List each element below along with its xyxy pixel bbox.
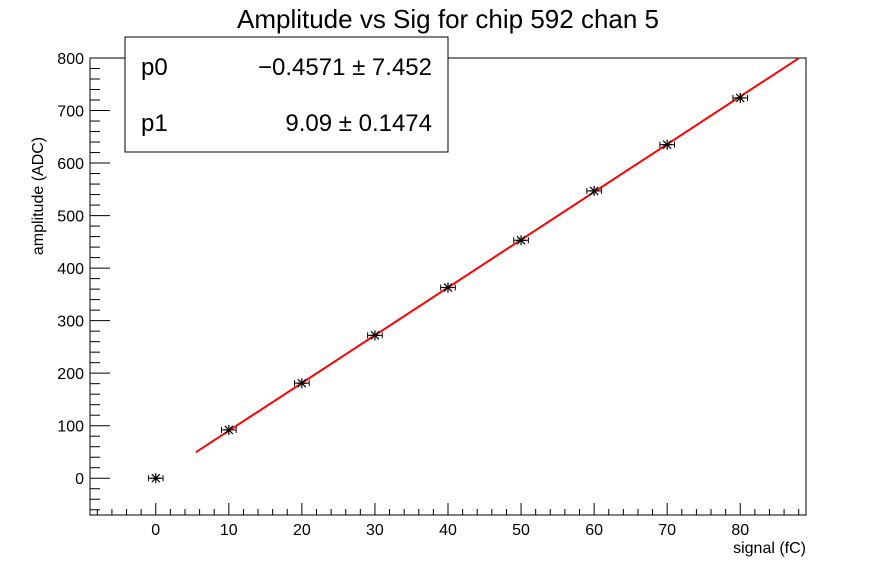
y-tick-label: 300	[57, 314, 84, 331]
stats-p0-name: p0	[141, 54, 168, 81]
y-tick-label: 100	[57, 419, 84, 436]
y-tick-label: 700	[57, 104, 84, 121]
x-tick-label: 30	[366, 522, 384, 539]
x-tick-label: 80	[731, 522, 749, 539]
y-axis-title: amplitude (ADC)	[30, 137, 47, 255]
stats-p0-value: −0.4571 ± 7.452	[258, 54, 432, 81]
y-tick-label: 200	[57, 366, 84, 383]
x-tick-label: 50	[512, 522, 530, 539]
stats-p1-value: 9.09 ± 0.1474	[285, 110, 432, 137]
x-axis-ticks: 0 10 20 30 40 50 60 70 80	[97, 503, 798, 539]
x-tick-label: 60	[585, 522, 603, 539]
y-axis-ticks: 0 100 200 300 400 500 600 700 800	[57, 51, 110, 510]
x-tick-label: 0	[151, 522, 160, 539]
y-tick-label: 800	[57, 51, 84, 68]
x-tick-label: 40	[439, 522, 457, 539]
x-tick-label: 70	[658, 522, 676, 539]
chart-title: Amplitude vs Sig for chip 592 chan 5	[237, 4, 659, 34]
stats-box: p0 −0.4571 ± 7.452 p1 9.09 ± 0.1474	[125, 37, 448, 152]
data-point	[733, 93, 748, 103]
x-axis-title: signal (fC)	[733, 540, 806, 557]
y-tick-label: 500	[57, 209, 84, 226]
x-tick-label: 20	[293, 522, 311, 539]
data-point	[148, 473, 163, 483]
x-tick-label: 10	[220, 522, 238, 539]
y-tick-label: 600	[57, 156, 84, 173]
stats-p1-name: p1	[141, 110, 168, 137]
y-tick-label: 0	[75, 471, 84, 488]
y-tick-label: 400	[57, 261, 84, 278]
